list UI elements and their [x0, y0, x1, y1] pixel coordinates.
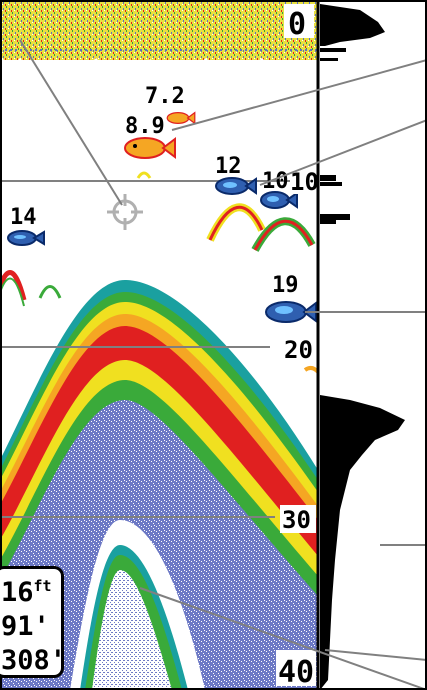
depth-value: 16	[1, 577, 34, 608]
depth-label-30: 30	[282, 506, 311, 534]
digital-readout-box: 16ft 91' 308'	[0, 566, 67, 678]
fish-depth-label: 14	[10, 205, 37, 230]
fish-depth-label: 10	[262, 169, 289, 194]
bottom-structure	[0, 280, 318, 690]
fish-depth-label: 12	[215, 154, 242, 179]
fish-depth-label: 7.2	[145, 84, 185, 109]
fish-arches	[0, 171, 320, 374]
fish-icon[interactable]	[215, 177, 257, 195]
depth-unit: ft	[33, 577, 52, 595]
fish-depth-label: 8.9	[125, 114, 165, 139]
readout-line-3: 308'	[1, 645, 67, 676]
callout-lines	[19, 39, 427, 690]
depth-scale: 0 10 20 30 40	[276, 4, 319, 690]
fish-icon[interactable]	[124, 137, 176, 159]
fish-icon[interactable]	[7, 230, 45, 246]
fish-icon[interactable]	[260, 191, 298, 209]
readout-line-2: 91'	[1, 611, 50, 642]
fish-icon[interactable]	[166, 111, 196, 125]
a-scope-panel	[316, 0, 427, 690]
depth-readout: 16ft	[0, 569, 61, 610]
depth-label-20: 20	[284, 336, 313, 364]
crosshair-cursor-icon[interactable]	[107, 194, 143, 230]
depth-label-40: 40	[278, 655, 314, 690]
surface-clutter	[0, 0, 318, 80]
fish-depth-label: 19	[272, 273, 299, 298]
depth-label-0: 0	[288, 7, 306, 42]
depth-label-10: 10	[290, 168, 319, 196]
